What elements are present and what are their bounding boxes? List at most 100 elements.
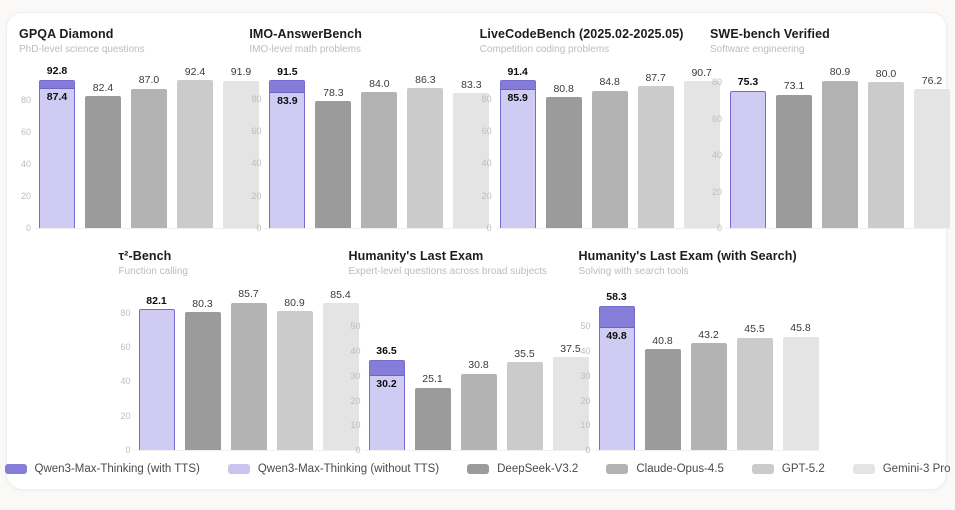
bar-group-gpt-5-2: 87.7	[637, 73, 674, 228]
chart-bench: τ²-Bench Function calling 0 20 40 60 80 82.1 80.…	[117, 249, 359, 455]
legend-item-gpt-5-2: GPT-5.2	[751, 463, 825, 475]
bar-claude-opus-4-5	[690, 343, 727, 450]
y-tick-label: 0	[25, 223, 31, 233]
bars: 91.5 83.9 78.3 84.0 86.3 83.3	[265, 59, 490, 229]
bar-deepseek-v3-2	[414, 387, 451, 450]
legend-swatch	[606, 464, 629, 474]
chart-row-2: τ²-Bench Function calling 0 20 40 60 80 82.1 80.…	[117, 249, 839, 455]
legend-swatch	[852, 464, 875, 474]
bar-group-deepseek-v3-2: 80.3	[184, 297, 221, 450]
bar-value-label: 80.3	[192, 297, 213, 310]
bars: 92.8 87.4 82.4 87.0 92.4 91.9	[35, 59, 259, 229]
bar-qwen: 85.9	[499, 80, 536, 228]
bar-group-deepseek-v3-2: 40.8	[644, 334, 681, 450]
chart-subtitle: PhD-level science questions	[19, 44, 145, 55]
bar-gpt-5-2	[736, 337, 773, 450]
bar-group-claude-opus-4-5: 84.0	[361, 77, 398, 228]
bar-gpt-5-2	[177, 80, 213, 228]
plot-area: 0 10 20 30 40 50 36.5 30.2 25.1 30.8 35.5 37.5	[349, 281, 589, 455]
bar-qwen-tts-cap	[599, 306, 634, 328]
bar-group-qwen: 75.3	[729, 77, 766, 228]
y-tick-label: 40	[20, 159, 31, 169]
y-tick-label: 30	[350, 370, 361, 381]
bar-value-label: 84.0	[369, 77, 390, 90]
chart-subtitle: Software engineering	[709, 44, 805, 55]
y-tick-label: 80	[481, 93, 492, 104]
bar-group-deepseek-v3-2: 80.8	[545, 82, 582, 228]
bar-value-label-qwen-base: 49.8	[606, 329, 627, 342]
y-axis: 0 20 40 60 80	[249, 77, 265, 232]
plot-area: 0 20 40 60 80 91.5 83.9 78.3 84.0 86.3 83.3	[249, 59, 490, 233]
bar-value-label: 30.8	[468, 359, 489, 372]
y-tick-label: 20	[120, 410, 131, 421]
bar-gemini-3-pro	[453, 93, 490, 228]
bars: 82.1 80.3 85.7 80.9 85.4	[134, 281, 359, 451]
bar-value-label: 80.0	[875, 67, 897, 80]
bar-deepseek-v3-2	[315, 101, 352, 228]
bar-value-label-qwen-top: 91.4	[507, 65, 528, 78]
y-axis: 0 10 20 30 40 50	[349, 299, 365, 455]
bar-value-label: 45.5	[744, 323, 765, 336]
bar-value-label-qwen-top: 91.5	[277, 65, 298, 78]
bar-group-gemini-3-pro: 90.7	[683, 66, 720, 228]
y-tick-label: 80	[711, 77, 722, 88]
y-axis: 0 20 40 60 80	[19, 77, 35, 233]
legend-label: Qwen3-Max-Thinking (with TTS)	[34, 463, 200, 475]
chart-subtitle: Solving with search tools	[578, 266, 689, 277]
bar-value-label: 35.5	[514, 347, 535, 360]
chart-row-1: GPQA Diamond PhD-level science questions 0…	[17, 27, 950, 233]
bar-gemini-3-pro	[552, 357, 589, 450]
bar-group-deepseek-v3-2: 25.1	[414, 374, 451, 450]
chart-imo-answerbench: IMO-AnswerBench IMO-level math problems 0 2…	[247, 27, 490, 233]
y-tick-label: 40	[481, 158, 492, 169]
bar-value-label-qwen-top: 92.8	[46, 65, 68, 78]
y-tick-label: 20	[711, 186, 722, 197]
legend-item-deepseek-v3-2: DeepSeek-V3.2	[467, 463, 578, 475]
bar-group-gemini-3-pro: 85.4	[322, 290, 359, 450]
bar-value-label: 45.8	[790, 322, 811, 335]
bar-value-label: 37.5	[560, 342, 581, 355]
bar-group-qwen: 58.3 49.8	[598, 292, 635, 450]
bars: 91.4 85.9 80.8 84.8 87.7 90.7	[495, 59, 720, 229]
chart-title: τ²-Bench	[118, 249, 172, 263]
y-axis: 0 20 40 60 80	[710, 77, 726, 233]
legend-label: GPT-5.2	[781, 463, 825, 475]
bar-group-claude-opus-4-5: 85.7	[230, 289, 267, 450]
bar-value-label-qwen-base: 83.9	[277, 95, 298, 108]
bar-value-label: 40.8	[652, 334, 673, 347]
y-tick-label: 40	[350, 346, 361, 357]
bar-value-label: 87.0	[138, 74, 160, 87]
bar-value-label-qwen-top: 36.5	[376, 345, 397, 358]
bar-value-label: 84.8	[599, 76, 620, 89]
y-tick-label: 60	[711, 113, 722, 124]
chart-title: Humanity's Last Exam (with Search)	[578, 249, 797, 263]
bar-gpt-5-2	[407, 88, 444, 228]
legend-item-qwen3-max-thinking-without-tts: Qwen3-Max-Thinking (without TTS)	[227, 463, 439, 475]
y-tick-label: 30	[580, 370, 591, 381]
bar-value-label: 92.4	[184, 65, 206, 78]
bar-qwen-tts-cap	[369, 360, 404, 377]
y-tick-label: 60	[251, 125, 262, 136]
bar-group-claude-opus-4-5: 84.8	[591, 76, 628, 228]
bar-gemini-3-pro	[683, 81, 720, 228]
bar-gemini-3-pro	[223, 80, 259, 228]
bar-deepseek-v3-2	[85, 96, 121, 228]
plot-area: 0 10 20 30 40 50 58.3 49.8 40.8 43.2 45.5 45.8	[579, 281, 819, 455]
chart-title: GPQA Diamond	[19, 27, 114, 41]
y-tick-label: 40	[711, 150, 722, 161]
y-tick-label: 80	[251, 93, 262, 104]
y-tick-label: 20	[20, 191, 31, 201]
bar-qwen-tts-cap	[40, 80, 74, 90]
bar-value-label: 86.3	[415, 73, 436, 86]
bar-value-label: 90.7	[691, 66, 712, 79]
bar-value-label-qwen-base: 85.9	[507, 92, 528, 105]
plot-area: 0 20 40 60 80 92.8 87.4 82.4 87.0 92.4 91.9	[19, 59, 259, 233]
bar-group-deepseek-v3-2: 73.1	[775, 81, 812, 228]
plot-area: 0 20 40 60 80 82.1 80.3 85.7 80.9 85.4	[119, 281, 359, 455]
bar-value-label: 78.3	[323, 86, 344, 99]
y-tick-label: 60	[120, 341, 131, 352]
y-tick-label: 20	[481, 190, 492, 201]
bar-value-label: 80.8	[553, 82, 574, 95]
y-tick-label: 20	[350, 395, 361, 406]
y-tick-label: 80	[20, 95, 31, 105]
